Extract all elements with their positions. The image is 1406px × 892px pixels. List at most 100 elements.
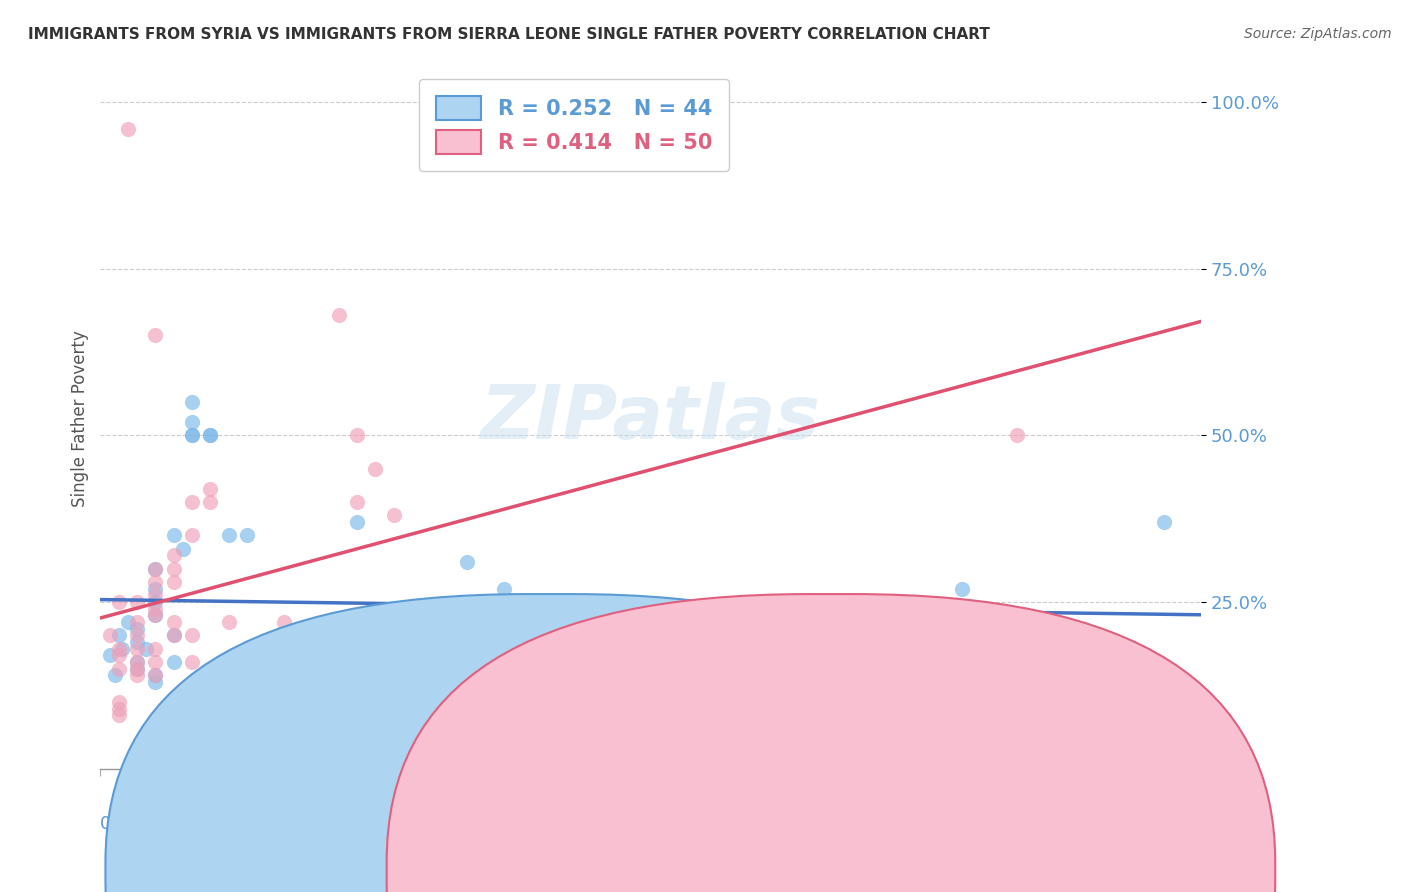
Point [200,482,222,496]
Point [145,574,167,589]
Point [218,615,240,629]
Point [181,428,204,442]
Point [104,668,127,682]
Point [172,541,194,556]
Text: ZIPatlas: ZIPatlas [481,382,821,455]
Point [145,588,167,602]
Point [181,628,204,642]
Point [640,708,662,723]
Point [218,528,240,542]
Point [98,628,121,642]
Point [107,595,129,609]
Point [107,641,129,656]
Y-axis label: Single Father Poverty: Single Father Poverty [72,330,89,507]
Point [1007,428,1029,442]
Point [382,508,405,523]
Point [1153,515,1175,529]
Point [163,548,186,562]
Point [163,528,186,542]
Point [273,662,295,676]
Point [181,528,204,542]
Point [309,635,332,649]
Point [254,674,277,689]
Point [218,655,240,669]
Point [181,428,204,442]
Point [145,668,167,682]
Point [145,595,167,609]
Text: Source: ZipAtlas.com: Source: ZipAtlas.com [1244,27,1392,41]
Point [547,674,569,689]
Point [236,528,259,542]
Text: 6.0%: 6.0% [1156,815,1201,833]
Point [145,641,167,656]
Point [125,668,148,682]
Point [145,655,167,669]
Point [125,662,148,676]
Point [236,668,259,682]
Point [125,662,148,676]
Point [145,608,167,623]
Point [200,428,222,442]
Point [547,708,569,723]
Legend: R = 0.252   N = 44, R = 0.414   N = 50: R = 0.252 N = 44, R = 0.414 N = 50 [419,78,730,170]
Point [125,655,148,669]
Point [145,561,167,575]
Point [309,641,332,656]
Point [273,628,295,642]
Point [328,308,350,322]
Point [111,641,134,656]
Point [125,622,148,636]
Point [163,655,186,669]
Point [107,648,129,663]
Point [163,574,186,589]
Point [254,681,277,696]
Point [200,428,222,442]
Point [419,668,441,682]
Point [181,655,204,669]
Point [145,668,167,682]
Point [163,628,186,642]
Point [309,668,332,682]
Text: IMMIGRANTS FROM SYRIA VS IMMIGRANTS FROM SIERRA LEONE SINGLE FATHER POVERTY CORR: IMMIGRANTS FROM SYRIA VS IMMIGRANTS FROM… [28,27,990,42]
Point [145,328,167,343]
Point [200,495,222,509]
Point [950,582,973,596]
Point [163,628,186,642]
Point [125,655,148,669]
Text: Immigrants from Sierra Leone: Immigrants from Sierra Leone [761,855,1011,872]
Point [145,582,167,596]
Point [382,662,405,676]
Point [107,708,129,723]
Point [145,674,167,689]
Point [346,515,368,529]
Point [456,555,478,569]
Point [163,561,186,575]
Point [346,428,368,442]
Point [364,461,387,475]
Point [181,681,204,696]
Point [107,628,129,642]
Point [145,601,167,615]
Point [125,641,148,656]
Point [145,561,167,575]
Point [125,595,148,609]
Point [125,635,148,649]
Point [346,495,368,509]
Point [181,495,204,509]
Point [117,615,139,629]
Point [163,615,186,629]
Text: 0.0%: 0.0% [100,815,146,833]
Point [273,655,295,669]
Point [117,121,139,136]
Point [492,582,515,596]
Point [254,668,277,682]
Point [135,641,157,656]
Point [273,615,295,629]
Point [125,628,148,642]
Point [107,701,129,715]
Point [107,662,129,676]
Point [107,695,129,709]
Point [125,615,148,629]
Point [181,395,204,409]
Point [98,648,121,663]
